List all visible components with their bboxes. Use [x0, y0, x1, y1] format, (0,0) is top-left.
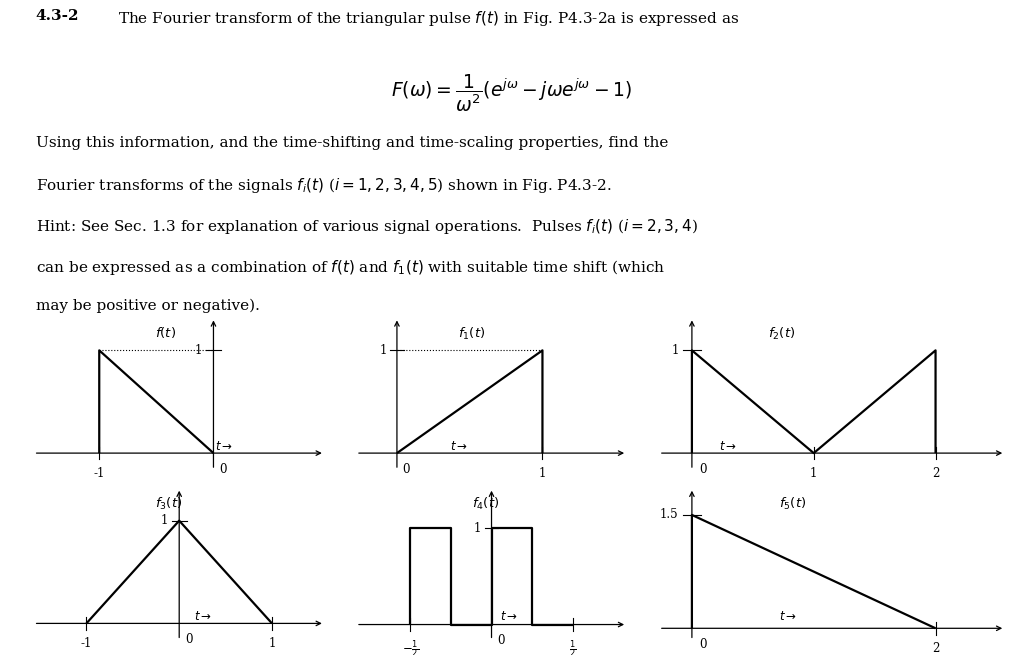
Text: Hint: See Sec. 1.3 for explanation of various signal operations.  Pulses $f_i(t): Hint: See Sec. 1.3 for explanation of va…	[36, 217, 697, 236]
Text: -1: -1	[93, 467, 104, 480]
Text: 1: 1	[474, 521, 481, 534]
Text: $t\rightarrow$: $t\rightarrow$	[719, 440, 737, 453]
Text: 0: 0	[219, 462, 227, 476]
Text: 2: 2	[932, 642, 939, 655]
Text: 1: 1	[268, 637, 275, 650]
Text: $f_1(t)$: $f_1(t)$	[459, 326, 485, 341]
Text: $f_5(t)$: $f_5(t)$	[779, 496, 806, 512]
Text: $F(\omega) = \dfrac{1}{\omega^2}(e^{j\omega} - j\omega e^{j\omega} - 1)$: $F(\omega) = \dfrac{1}{\omega^2}(e^{j\om…	[391, 72, 633, 114]
Text: $-\frac{1}{2}$: $-\frac{1}{2}$	[401, 639, 419, 655]
Text: $t\rightarrow$: $t\rightarrow$	[451, 440, 468, 453]
Text: 1.5: 1.5	[660, 508, 679, 521]
Text: $t\rightarrow$: $t\rightarrow$	[500, 610, 518, 623]
Text: 0: 0	[699, 638, 707, 650]
Text: 0: 0	[699, 462, 707, 476]
Text: 0: 0	[497, 634, 505, 647]
Text: 1: 1	[195, 344, 203, 357]
Text: may be positive or negative).: may be positive or negative).	[36, 298, 260, 312]
Text: $f(t)$: $f(t)$	[156, 326, 176, 341]
Text: $f_2(t)$: $f_2(t)$	[768, 326, 796, 341]
Text: 1: 1	[379, 344, 387, 357]
Text: $f_4(t)$: $f_4(t)$	[472, 496, 500, 512]
Text: can be expressed as a combination of $f(t)$ and $f_1(t)$ with suitable time shif: can be expressed as a combination of $f(…	[36, 257, 665, 276]
Text: 1: 1	[161, 514, 168, 527]
Text: Fourier transforms of the signals $f_i(t)$ ($i = 1, 2, 3, 4, 5$) shown in Fig. P: Fourier transforms of the signals $f_i(t…	[36, 176, 611, 195]
Text: $f_3(t)$: $f_3(t)$	[156, 496, 182, 512]
Text: 1: 1	[672, 344, 679, 357]
Text: 1: 1	[539, 467, 546, 480]
Text: $t\rightarrow$: $t\rightarrow$	[194, 610, 212, 623]
Text: 1: 1	[810, 467, 817, 480]
Text: 2: 2	[932, 467, 939, 480]
Text: $t\rightarrow$: $t\rightarrow$	[779, 610, 797, 623]
Text: -1: -1	[81, 637, 92, 650]
Text: The Fourier transform of the triangular pulse $f(t)$ in Fig. P4.3-2a is expresse: The Fourier transform of the triangular …	[118, 9, 739, 28]
Text: 4.3-2: 4.3-2	[36, 9, 79, 23]
Text: $t\rightarrow$: $t\rightarrow$	[215, 440, 233, 453]
Text: 0: 0	[402, 462, 410, 476]
Text: Using this information, and the time-shifting and time-scaling properties, find : Using this information, and the time-shi…	[36, 136, 669, 149]
Text: $\frac{1}{2}$: $\frac{1}{2}$	[569, 639, 577, 655]
Text: 0: 0	[185, 633, 193, 646]
